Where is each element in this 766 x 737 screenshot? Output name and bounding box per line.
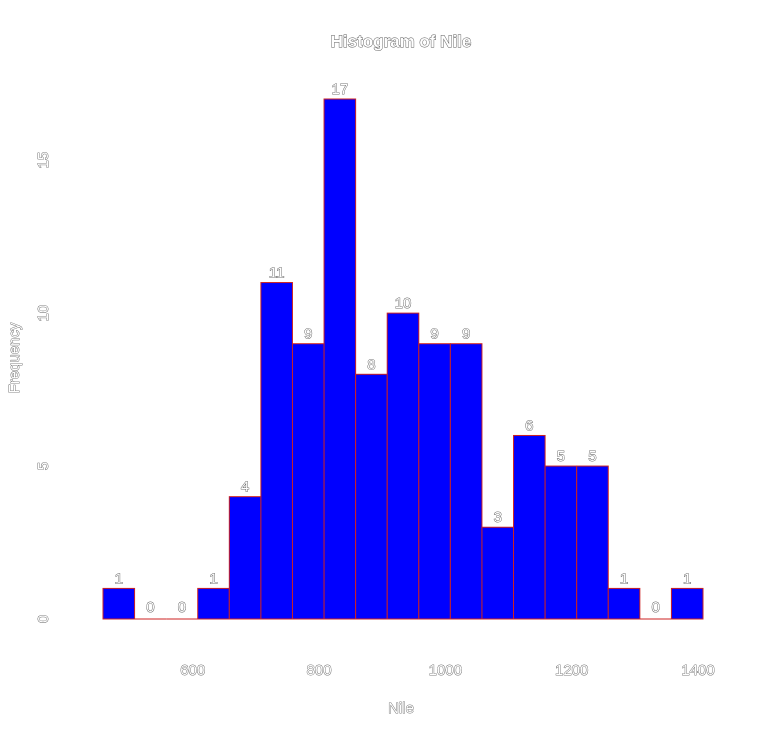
chart-title: Histogram of Nile — [331, 32, 472, 51]
bar-value-label: 1 — [683, 570, 691, 587]
bar — [260, 282, 293, 620]
bar-value-label: 9 — [304, 326, 312, 343]
bar — [513, 434, 546, 620]
bar — [481, 526, 515, 620]
bar-value-label: 9 — [462, 326, 470, 343]
x-axis-label: Nile — [388, 700, 414, 717]
bar — [418, 343, 451, 620]
bar-value-label: 4 — [241, 479, 249, 496]
bar-value-label: 1 — [209, 570, 217, 587]
y-tick-label: 15 — [35, 152, 52, 169]
bar-value-label: 9 — [430, 326, 438, 343]
bar — [386, 312, 420, 620]
bar-value-label: 11 — [269, 265, 285, 282]
bar — [228, 496, 262, 620]
bar — [449, 343, 483, 620]
bar-value-label: 17 — [331, 81, 348, 98]
y-axis-label: Frequency — [6, 322, 23, 393]
y-tick-label: 5 — [35, 462, 52, 470]
x-tick-label: 800 — [307, 662, 332, 679]
x-tick-label: 1400 — [681, 662, 714, 679]
bar-value-label: 1 — [620, 570, 628, 587]
bar-value-label: 0 — [651, 599, 659, 616]
x-tick-label: 1000 — [429, 662, 462, 679]
bar — [323, 98, 357, 620]
bar-value-label: 0 — [146, 599, 154, 616]
bar-value-label: 10 — [395, 295, 412, 312]
x-tick-label: 1200 — [555, 662, 588, 679]
bar — [670, 587, 704, 620]
bar — [544, 465, 578, 620]
y-tick-label: 10 — [35, 305, 52, 322]
x-tick-label: 600 — [180, 662, 205, 679]
bar — [355, 373, 388, 620]
bar — [291, 343, 325, 620]
bar — [607, 587, 641, 620]
bar — [197, 587, 230, 620]
y-tick-label: 0 — [35, 615, 52, 623]
bar-value-label: 5 — [557, 448, 565, 465]
bar-value-label: 5 — [588, 448, 596, 465]
bar-value-label: 0 — [178, 599, 186, 616]
bar-value-label: 1 — [115, 570, 123, 587]
y-tick-labels-group: 0 5 10 15 — [35, 151, 53, 623]
bar-value-label: 6 — [525, 417, 533, 434]
x-tick-labels-group: 600 800 1000 1200 1400 — [180, 662, 715, 680]
bars-group — [102, 98, 704, 620]
bar-value-label: 3 — [494, 509, 502, 526]
bar — [102, 587, 136, 620]
bar — [576, 465, 609, 620]
bar-value-label: 8 — [367, 356, 375, 373]
